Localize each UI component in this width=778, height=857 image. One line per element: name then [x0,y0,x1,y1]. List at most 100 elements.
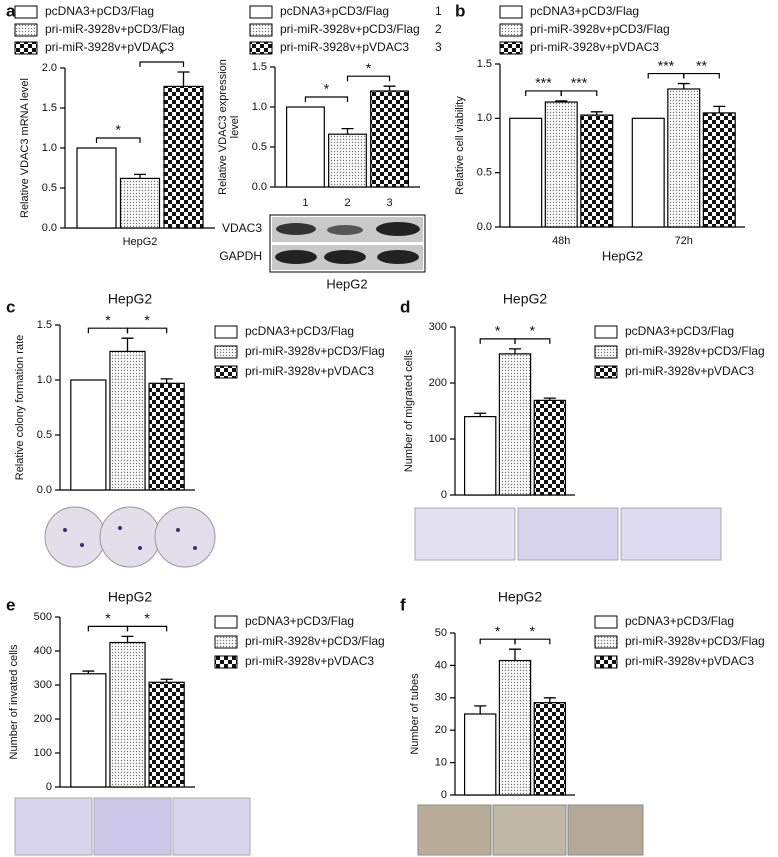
legend-label: pri-miR-3928v+pCD3/Flag [245,344,385,358]
bar [498,353,532,496]
x-tick-label: 72h [675,235,693,247]
legend-label: pri-miR-3928v+pCD3/Flag [245,634,385,648]
bar [286,106,325,188]
bar [702,112,736,228]
panel-label: c [6,297,15,316]
error-bar [160,378,173,384]
chart-title: HepG2 [503,291,548,307]
significance-label: * [495,623,501,639]
y-tick-label: 100 [34,747,52,759]
bar [544,101,578,228]
bar [70,379,107,491]
legend-swatch [594,635,618,649]
legend-swatch [594,655,618,669]
significance-label: * [324,81,330,97]
y-tick-label: 200 [34,713,52,725]
legend-swatch [249,5,273,19]
significance-label: * [116,122,122,138]
panel-label: a [6,1,16,20]
legend-swatch [594,325,618,339]
legend-swatch [14,41,38,55]
significance-bracket [479,338,516,344]
bar [509,117,543,228]
y-tick-label: 100 [429,433,447,445]
error-bar [509,348,521,354]
bar [163,85,204,229]
bar [148,382,185,491]
bar [70,673,107,788]
legend-swatch [14,23,38,37]
legend-swatch [499,23,523,37]
y-tick-label: 1.5 [252,61,267,73]
y-axis-label: Relative VDAC3 expression [217,59,229,195]
bar-label: 1 [302,197,308,209]
legend-label: pri-miR-3928v+pVDAC3 [245,364,374,378]
legend-label: pcDNA3+pCD3/Flag [280,4,389,18]
significance-bracket [479,638,516,645]
legend-swatch [214,635,238,649]
blot-row-label: GAPDH [219,249,262,263]
y-tick-label: 0.0 [42,222,57,234]
y-tick-label: 40 [435,659,447,671]
legend-number: 3 [435,40,442,54]
significance-bracket [87,625,129,632]
error-bar [590,111,603,116]
bar [328,133,367,188]
y-axis-label: Number of migrated cells [403,349,415,472]
significance-bracket [683,72,720,79]
significance-label: * [144,312,150,328]
significance-label: * [159,46,165,62]
significance-bracket [514,338,551,344]
y-tick-label: 0.5 [37,429,52,441]
legend-swatch [249,23,273,37]
error-bar [677,82,690,89]
panel-label: d [400,297,410,316]
legend-label: pri-miR-3928v+pVDAC3 [625,654,754,668]
y-tick-label: 300 [429,321,447,333]
significance-bracket [126,327,168,334]
significance-label: *** [571,75,588,91]
y-axis-label: Relative VDAC3 mRNA level [19,78,31,218]
legend-swatch [214,655,238,669]
legend-label: pcDNA3+pCD3/Flag [625,324,734,338]
significance-bracket [514,638,551,645]
y-axis-label: Relative colony formation rate [14,335,26,481]
y-tick-label: 0.0 [252,181,267,193]
y-tick-label: 1.0 [477,112,492,124]
y-tick-label: 0 [441,789,447,801]
blot-row-label: VDAC3 [222,221,262,235]
significance-bracket [525,90,562,96]
bar-label: 3 [386,197,392,209]
y-axis-label: Relative cell viability [454,96,466,195]
y-tick-label: 0.5 [477,167,492,179]
significance-bracket [139,61,185,67]
significance-bracket [304,96,349,102]
significance-label: * [105,610,111,626]
error-bar [160,678,173,683]
x-axis-label: HepG2 [602,248,643,263]
y-tick-label: 1.5 [42,102,57,114]
error-bar [82,670,95,674]
chart-title: HepG2 [108,291,153,307]
legend-label: pcDNA3+pCD3/Flag [245,614,354,628]
y-tick-label: 1.5 [477,58,492,70]
y-tick-label: 2.0 [42,62,57,74]
bar [119,177,161,229]
y-tick-label: 1.0 [37,374,52,386]
significance-label: * [144,610,150,626]
bar [148,681,185,788]
blot-caption: HepG2 [326,276,367,291]
bar [533,702,567,796]
y-tick-label: 0.5 [252,141,267,153]
error-bar [509,648,521,661]
legend-swatch [499,5,523,19]
bar [76,147,117,229]
error-bar [383,85,396,91]
error-bar [121,635,134,643]
y-tick-label: 500 [34,611,52,623]
bar [667,88,701,228]
significance-bracket [87,327,129,334]
legend-swatch [249,41,273,55]
chart-title: HepG2 [498,589,543,605]
significance-bracket [560,90,598,96]
